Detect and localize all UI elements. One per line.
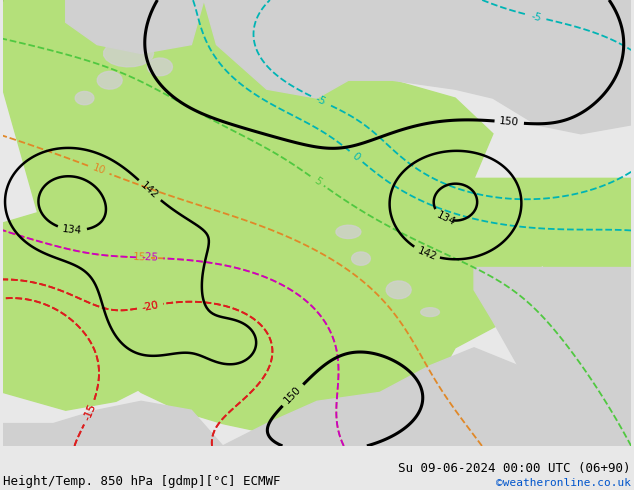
Polygon shape [223, 348, 631, 446]
Text: ©weatheronline.co.uk: ©weatheronline.co.uk [496, 478, 631, 488]
Polygon shape [386, 281, 411, 299]
Polygon shape [148, 58, 172, 76]
Text: 142: 142 [416, 245, 438, 262]
Polygon shape [349, 0, 631, 134]
Text: 5: 5 [311, 175, 323, 187]
Text: -15: -15 [82, 403, 98, 422]
Text: Su 09-06-2024 00:00 UTC (06+90): Su 09-06-2024 00:00 UTC (06+90) [398, 462, 631, 475]
Text: Height/Temp. 850 hPa [gdmp][°C] ECMWF: Height/Temp. 850 hPa [gdmp][°C] ECMWF [3, 474, 281, 488]
Polygon shape [352, 252, 370, 265]
Text: 0: 0 [350, 150, 361, 162]
Text: 15: 15 [133, 252, 146, 263]
Polygon shape [75, 92, 94, 105]
Text: -5: -5 [531, 11, 543, 23]
Polygon shape [66, 0, 204, 53]
Polygon shape [3, 401, 223, 446]
Polygon shape [3, 201, 204, 410]
Text: 134: 134 [62, 224, 82, 236]
Text: 142: 142 [139, 180, 160, 201]
Polygon shape [336, 225, 361, 239]
Text: -15: -15 [82, 403, 98, 422]
Polygon shape [474, 268, 631, 379]
Polygon shape [104, 40, 153, 67]
Polygon shape [474, 178, 631, 276]
Polygon shape [421, 308, 439, 317]
Text: -20: -20 [141, 299, 159, 313]
Text: -25: -25 [141, 252, 158, 263]
Text: -20: -20 [141, 299, 159, 313]
Text: 150: 150 [499, 117, 519, 128]
Text: -5: -5 [313, 94, 327, 107]
Text: 150: 150 [282, 385, 303, 406]
Text: 10: 10 [91, 163, 107, 177]
Polygon shape [3, 0, 556, 437]
Polygon shape [97, 72, 122, 89]
Polygon shape [204, 0, 349, 98]
Text: 134: 134 [435, 210, 457, 228]
